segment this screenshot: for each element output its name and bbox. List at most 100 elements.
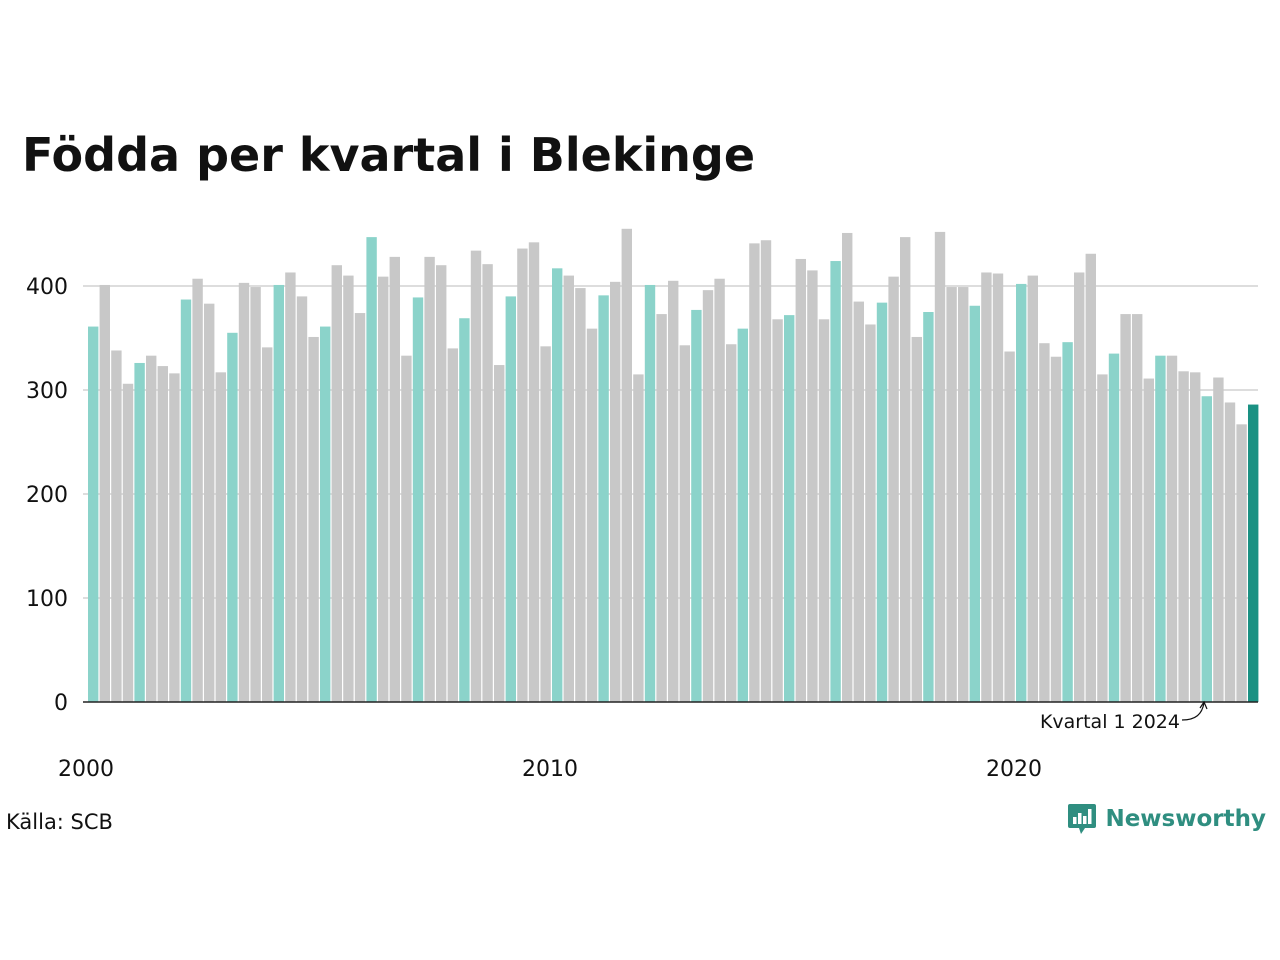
bar: [389, 256, 400, 702]
bar: [540, 346, 551, 702]
bar: [204, 303, 215, 702]
bar: [285, 272, 296, 702]
bar: [958, 287, 969, 702]
bar: [1132, 314, 1143, 702]
bar: [412, 297, 424, 702]
bar: [992, 273, 1004, 702]
bar: [1224, 402, 1236, 702]
newsworthy-icon: [1068, 804, 1097, 834]
bar: [1016, 283, 1027, 702]
bar: [737, 328, 748, 702]
bar: [482, 264, 493, 702]
bar: [157, 366, 168, 702]
bar: [1155, 355, 1166, 702]
bar: [111, 350, 122, 702]
bar: [1213, 377, 1224, 702]
bar: [366, 237, 377, 702]
bar: [1178, 371, 1189, 702]
bar: [238, 282, 250, 702]
bar: [1097, 374, 1108, 702]
bar: [273, 284, 284, 702]
y-tick-label: 0: [54, 691, 68, 716]
bar: [262, 347, 273, 702]
bar: [934, 231, 946, 703]
bar: [1004, 351, 1015, 702]
bar: [772, 319, 783, 702]
bar: [1108, 353, 1120, 702]
bar: [401, 355, 412, 702]
y-tick-label: 100: [26, 587, 68, 612]
bar: [1201, 396, 1212, 702]
bar: [552, 268, 563, 702]
bar: [180, 299, 192, 702]
bar: [424, 256, 435, 702]
brand-name: Newsworthy: [1105, 806, 1266, 832]
bar: [459, 318, 470, 702]
bar: [308, 336, 319, 702]
bar: [969, 305, 980, 702]
bar: [900, 237, 911, 702]
x-tick-label: 2000: [58, 757, 114, 782]
bar: [1074, 272, 1085, 702]
bar: [598, 295, 609, 702]
bar: [749, 243, 760, 703]
bar: [714, 278, 725, 702]
bar: [1085, 253, 1096, 702]
bar: [227, 332, 238, 702]
bar: [760, 240, 772, 703]
bar: [1027, 275, 1038, 702]
bar: [876, 302, 888, 702]
bar: [923, 312, 934, 702]
bar: [702, 290, 714, 702]
y-tick-label: 200: [26, 483, 68, 508]
bar: [1166, 355, 1178, 702]
source-label: Källa: SCB: [6, 810, 113, 834]
bar: [436, 265, 447, 702]
bar: [656, 314, 667, 702]
bar: [122, 383, 134, 702]
bar: [610, 281, 621, 702]
bar: [1039, 343, 1050, 702]
bar: [134, 362, 145, 702]
bar: [1236, 424, 1247, 702]
bar: [192, 278, 203, 702]
bar: [378, 276, 389, 702]
brand-logo[interactable]: Newsworthy: [1067, 802, 1266, 836]
bar: [447, 348, 458, 702]
bar: [784, 315, 795, 702]
bar: [575, 288, 586, 702]
bar: [865, 324, 876, 702]
bar: [842, 232, 853, 702]
annotation-arrowhead: [1199, 700, 1208, 710]
chart-title: Födda per kvartal i Blekinge: [22, 128, 756, 182]
bar: [633, 374, 644, 702]
bar: [563, 275, 574, 702]
bar: [320, 326, 331, 702]
bar: [169, 373, 180, 702]
bar: [1143, 378, 1154, 702]
bar: [343, 275, 354, 702]
bar: [644, 284, 656, 702]
bar: [888, 276, 899, 702]
bar: [668, 280, 679, 702]
bar: [146, 355, 157, 702]
bar: [517, 248, 528, 702]
bar: [331, 265, 342, 702]
bar: [726, 344, 737, 702]
bar: [1062, 342, 1073, 702]
bar: [528, 242, 540, 702]
bar: [470, 250, 482, 702]
bar: [505, 296, 516, 702]
bar: [1050, 356, 1062, 702]
bar: [1120, 314, 1131, 702]
bar: [981, 272, 992, 702]
annotation-label: Kvartal 1 2024: [1040, 711, 1180, 733]
y-tick-label: 400: [26, 275, 68, 300]
bar: [1248, 404, 1259, 702]
bar: [818, 319, 830, 702]
bar: [215, 372, 226, 702]
bar: [830, 261, 841, 702]
bar: [679, 345, 690, 702]
bar: [88, 326, 99, 702]
bar: [586, 328, 598, 702]
